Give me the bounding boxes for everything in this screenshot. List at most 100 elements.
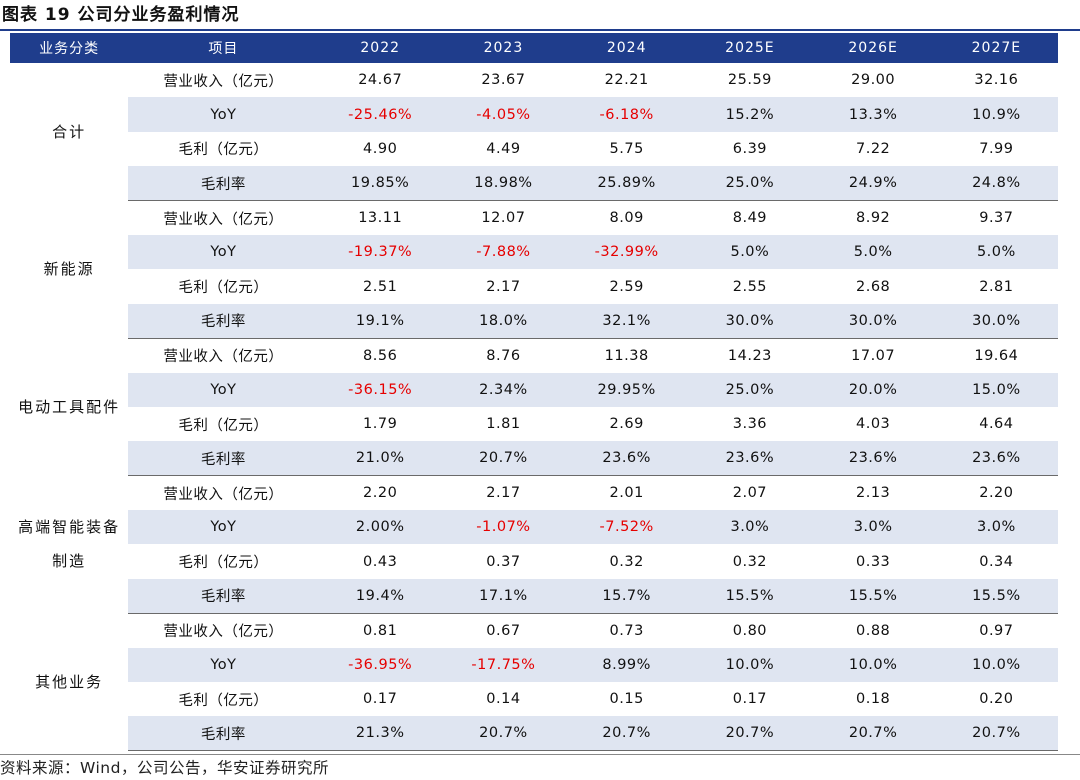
value-cell: -36.15% (318, 372, 442, 407)
value-cell: -32.99% (565, 234, 689, 270)
value-cell: 23.6% (688, 441, 812, 477)
value-cell: 2.01 (609, 485, 644, 502)
value-cell: 15.0% (934, 372, 1058, 407)
category-cell: 其他业务 (10, 613, 129, 751)
item-label-cell: 毛利（亿元） (178, 417, 269, 434)
table-row: 毛利（亿元） 2.51 2.17 2.59 2.55 2.68 2.81 (10, 269, 1058, 303)
value-cell: 30.0% (934, 303, 1058, 339)
value-cell: 4.64 (979, 416, 1014, 433)
table-row: 毛利率 19.1% 18.0% 32.1% 30.0% 30.0% 30.0% (10, 303, 1058, 339)
value-cell: 2.13 (855, 485, 891, 502)
value-cell: 23.67 (481, 72, 526, 89)
value-cell: 21.3% (318, 716, 442, 752)
table-row: 合计 营业收入（亿元） 24.67 23.67 22.21 25.59 29.00 32.16 (10, 63, 1058, 201)
item-label-cell: 毛利率 (128, 166, 319, 202)
value-cell: 22.21 (604, 72, 649, 89)
item-label-cell: 毛利率 (128, 716, 319, 752)
value-cell: 2.81 (979, 278, 1014, 295)
value-cell: 0.15 (609, 691, 644, 708)
item-label-cell: 毛利率 (128, 303, 319, 339)
value-cell: 24.9% (811, 166, 935, 202)
table-row: YoY -19.37% -7.88% -32.99% 5.0% 5.0% 5.0% (10, 234, 1058, 270)
value-cell: 5.0% (688, 234, 812, 270)
table-row: 毛利（亿元） 0.17 0.14 0.15 0.17 0.18 0.20 (10, 682, 1058, 716)
value-cell: 0.81 (363, 622, 398, 639)
value-cell: 15.7% (565, 578, 689, 614)
value-cell: 19.1% (318, 303, 442, 339)
value-cell: 2.55 (732, 278, 768, 295)
item-label-cell: YoY (128, 234, 319, 270)
header-item: 项目 (128, 33, 319, 63)
value-cell: 13.3% (811, 97, 935, 132)
value-cell: 23.6% (811, 441, 935, 477)
item-label-cell: YoY (128, 97, 319, 132)
table-row: 电动工具配件 营业收入（亿元） 8.56 8.76 11.38 14.23 17.07 19.… (10, 338, 1058, 476)
value-cell: 25.0% (688, 166, 812, 202)
item-label-cell: 毛利（亿元） (178, 142, 269, 159)
item-label-cell: 营业收入（亿元） (163, 624, 284, 641)
table-row: 毛利率 21.3% 20.7% 20.7% 20.7% 20.7% 20.7% (10, 716, 1058, 752)
category-cell: 新能源 (10, 200, 129, 339)
value-cell: 17.07 (851, 347, 896, 364)
value-cell: 3.0% (934, 510, 1058, 545)
table-row: YoY -36.95% -17.75% 8.99% 10.0% 10.0% 10.0% (10, 647, 1058, 683)
table-row: 毛利率 19.85% 18.98% 25.89% 25.0% 24.9% 24.8% (10, 166, 1058, 202)
value-cell: 0.32 (732, 553, 768, 570)
value-cell: 30.0% (811, 303, 935, 339)
table-row: 其他业务 营业收入（亿元） 0.81 0.67 0.73 0.80 0.88 0.97 (10, 613, 1058, 751)
value-cell: 4.49 (486, 140, 521, 157)
value-cell: 0.17 (732, 691, 768, 708)
value-cell: 8.76 (486, 347, 521, 364)
value-cell: 5.75 (609, 140, 644, 157)
value-cell: 2.59 (609, 278, 644, 295)
item-label-cell: 毛利（亿元） (178, 280, 269, 297)
value-cell: 20.7% (441, 441, 566, 477)
value-cell: 2.07 (732, 485, 768, 502)
header-category: 业务分类 (10, 33, 129, 63)
bottom-rule (0, 754, 1080, 755)
header-year: 2023 (441, 33, 566, 63)
table-row: YoY -36.15% 2.34% 29.95% 25.0% 20.0% 15.0% (10, 372, 1058, 407)
header-year: 2026E (811, 33, 935, 63)
value-cell: 25.89% (565, 166, 689, 202)
item-label-cell: 营业收入（亿元） (163, 211, 284, 228)
value-cell: 0.17 (363, 691, 398, 708)
value-cell: 23.6% (565, 441, 689, 477)
value-cell: 15.5% (811, 578, 935, 614)
table-row: YoY 2.00% -1.07% -7.52% 3.0% 3.0% 3.0% (10, 510, 1058, 545)
value-cell: 10.0% (811, 647, 935, 683)
value-cell: 4.90 (363, 140, 398, 157)
value-cell: 18.0% (441, 303, 566, 339)
value-cell: 0.20 (979, 691, 1014, 708)
value-cell: 0.18 (855, 691, 891, 708)
value-cell: 0.80 (732, 622, 768, 639)
value-cell: 0.88 (855, 622, 891, 639)
header-year: 2022 (318, 33, 442, 63)
value-cell: 0.73 (609, 622, 644, 639)
value-cell: 0.34 (979, 553, 1014, 570)
value-cell: 25.0% (688, 372, 812, 407)
value-cell: -7.52% (565, 510, 689, 545)
item-label-cell: YoY (128, 647, 319, 683)
title-rule (0, 29, 1080, 31)
header-year: 2024 (565, 33, 689, 63)
value-cell: 2.68 (855, 278, 891, 295)
value-cell: 30.0% (688, 303, 812, 339)
value-cell: 1.79 (363, 416, 398, 433)
table-row: 毛利（亿元） 0.43 0.37 0.32 0.32 0.33 0.34 (10, 544, 1058, 578)
value-cell: 0.32 (609, 553, 644, 570)
table-row: YoY -25.46% -4.05% -6.18% 15.2% 13.3% 10.9% (10, 97, 1058, 132)
value-cell: 0.67 (486, 622, 521, 639)
value-cell: 2.69 (609, 416, 644, 433)
header-year: 2025E (688, 33, 812, 63)
value-cell: 5.0% (811, 234, 935, 270)
value-cell: 17.1% (441, 578, 566, 614)
category-cell: 合计 (10, 63, 129, 201)
value-cell: -7.88% (441, 234, 566, 270)
item-label-cell: YoY (128, 372, 319, 407)
value-cell: 10.0% (934, 647, 1058, 683)
source-note: 资料来源：Wind，公司公告，华安证券研究所 (0, 759, 329, 777)
value-cell: 5.0% (934, 234, 1058, 270)
item-label-cell: 营业收入（亿元） (163, 73, 284, 90)
value-cell: 0.97 (979, 622, 1014, 639)
